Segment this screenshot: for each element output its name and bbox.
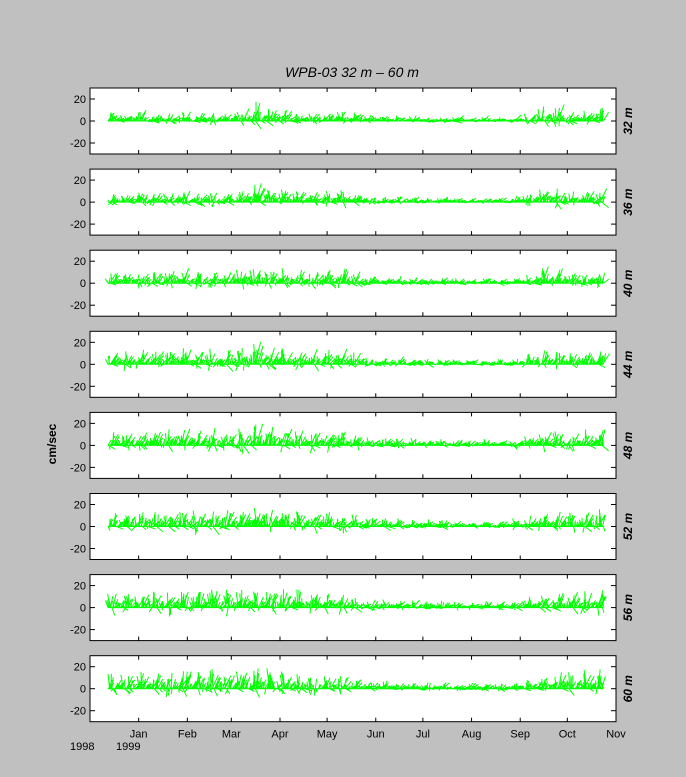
- x-tick-label: May: [317, 729, 338, 741]
- panels-group: 20 0 -20 32 m 20 0 -20 36 m 20 0 -20 40 m 20 0 -20 44 m…: [70, 87, 635, 723]
- y-tick-label: 0: [80, 684, 86, 696]
- panel-36m: 20 0 -20 36 m: [70, 168, 635, 236]
- y-tick-label: -20: [70, 219, 86, 231]
- series-sticks: [104, 266, 610, 290]
- y-tick-label: 0: [80, 197, 86, 209]
- series-sticks: [107, 507, 606, 536]
- y-tick-label: -20: [70, 544, 86, 556]
- y-tick-label: 0: [80, 522, 86, 534]
- panel-depth-label: 60 m: [621, 675, 635, 703]
- x-tick-label: Jul: [416, 729, 430, 741]
- x-axis: Jan Feb Mar Apr May Jun Jul Aug Sep Oct Nov: [130, 729, 626, 741]
- panel-depth-label: 32 m: [621, 107, 635, 135]
- x-tick-label: Sep: [510, 729, 530, 741]
- panel-depth-label: 36 m: [621, 188, 635, 216]
- y-axis-label: cm/sec: [45, 423, 59, 464]
- y-tick-label: 20: [74, 500, 86, 512]
- panel-32m: 20 0 -20 32 m: [70, 87, 635, 155]
- x-tick-label: Feb: [178, 729, 197, 741]
- panel-60m: 20 0 -20 60 m: [70, 655, 635, 723]
- x-tick-label: Jan: [130, 729, 148, 741]
- y-tick-label: 0: [80, 440, 86, 452]
- series-sticks: [107, 183, 609, 210]
- panel-depth-label: 52 m: [621, 512, 635, 540]
- x-tick-label: Oct: [559, 729, 576, 741]
- y-tick-label: -20: [70, 462, 86, 474]
- y-tick-label: -20: [70, 300, 86, 312]
- x-tick-label: Mar: [222, 729, 241, 741]
- panel-depth-label: 40 m: [621, 269, 635, 298]
- y-tick-label: -20: [70, 625, 86, 637]
- panel-48m: 20 0 -20 48 m: [70, 411, 635, 479]
- series-sticks: [107, 101, 610, 130]
- series-sticks: [105, 589, 607, 617]
- series-sticks: [105, 341, 611, 372]
- y-tick-label: 0: [80, 603, 86, 615]
- y-tick-label: 20: [74, 418, 86, 430]
- y-tick-label: -20: [70, 706, 86, 718]
- panel-depth-label: 48 m: [621, 431, 635, 460]
- panel-52m: 20 0 -20 52 m: [70, 493, 635, 560]
- series-sticks: [107, 423, 610, 454]
- y-tick-label: 20: [74, 337, 86, 349]
- y-tick-label: 20: [74, 662, 86, 674]
- panel-40m: 20 0 -20 40 m: [70, 249, 635, 317]
- panel-44m: 20 0 -20 44 m: [70, 330, 635, 398]
- y-tick-label: 20: [74, 581, 86, 593]
- x-tick-label: Nov: [606, 729, 626, 741]
- series-sticks: [107, 668, 606, 698]
- y-tick-label: 20: [74, 175, 86, 187]
- x-tick-label: Jun: [367, 729, 385, 741]
- panel-depth-label: 56 m: [621, 594, 635, 622]
- panel-depth-label: 44 m: [621, 350, 635, 379]
- x-tick-label: Aug: [462, 729, 482, 741]
- y-tick-label: -20: [70, 138, 86, 150]
- x-tick-label: Apr: [271, 729, 288, 741]
- y-tick-label: 0: [80, 116, 86, 128]
- panel-56m: 20 0 -20 56 m: [70, 574, 635, 642]
- y-tick-label: 0: [80, 278, 86, 290]
- chart-title: WPB-03 32 m – 60 m: [285, 64, 419, 80]
- year-label-1998: 1998: [70, 741, 94, 753]
- y-tick-label: 0: [80, 359, 86, 371]
- y-tick-label: 20: [74, 94, 86, 106]
- y-tick-label: 20: [74, 256, 86, 268]
- year-label-1999: 1999: [116, 741, 140, 753]
- y-tick-label: -20: [70, 381, 86, 393]
